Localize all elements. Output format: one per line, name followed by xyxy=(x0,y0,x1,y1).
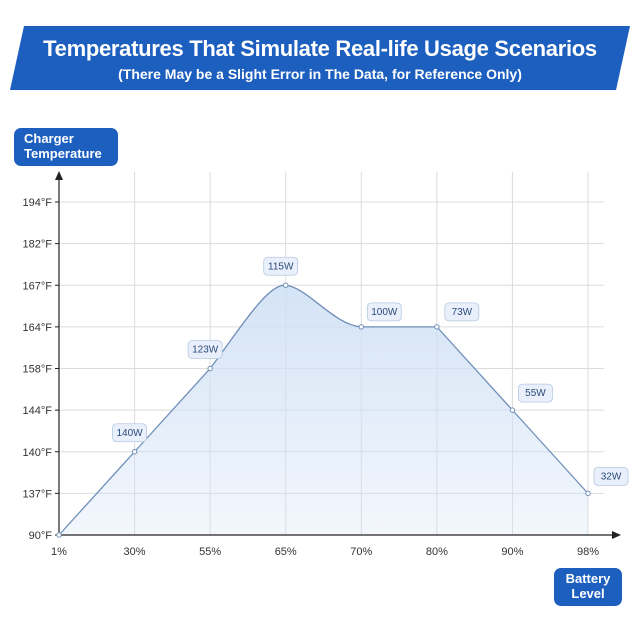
x-tick-label: 55% xyxy=(199,546,221,558)
title-banner: Temperatures That Simulate Real-life Usa… xyxy=(10,26,630,90)
data-label: 115W xyxy=(268,261,294,272)
y-tick-label: 158°F xyxy=(23,364,53,376)
x-tick-label: 1% xyxy=(51,546,67,558)
data-point xyxy=(585,490,591,497)
data-point xyxy=(434,324,440,330)
data-label-box xyxy=(593,466,629,486)
y-tick-label: 140°F xyxy=(23,447,53,459)
data-point xyxy=(56,532,62,538)
data-label: 100W xyxy=(371,307,398,318)
data-label: 73W xyxy=(452,307,473,318)
x-tick-label: 80% xyxy=(426,546,448,558)
data-label: 32W xyxy=(601,471,622,482)
y-tick-label: 182°F xyxy=(23,239,53,251)
data-label-box xyxy=(112,423,147,443)
chart-title: Temperatures That Simulate Real-life Usa… xyxy=(43,36,597,61)
x-axis-title: Battery Level xyxy=(554,568,622,606)
banner-shape xyxy=(10,26,630,90)
series-area xyxy=(59,285,588,535)
data-point xyxy=(283,282,289,288)
data-label-box xyxy=(366,302,402,322)
x-tick-label: 65% xyxy=(275,546,297,558)
y-axis-title-line2: Temperature xyxy=(24,146,102,161)
data-label-box xyxy=(444,302,480,322)
y-tick-label: 137°F xyxy=(23,488,53,500)
data-label: 55W xyxy=(525,388,546,399)
x-tick-label: 30% xyxy=(124,546,146,558)
y-tick-label: 194°F xyxy=(23,197,53,209)
data-label-box xyxy=(263,256,299,276)
x-axis-arrow xyxy=(612,531,621,539)
y-tick-label: 167°F xyxy=(23,280,53,292)
data-point xyxy=(207,365,213,372)
data-point xyxy=(509,407,516,413)
x-tick-label: 70% xyxy=(350,546,372,558)
y-tick-label: 164°F xyxy=(23,322,53,334)
x-tick-label: 90% xyxy=(501,546,523,558)
y-axis-title-line1: Charger xyxy=(24,131,74,146)
data-label-box xyxy=(187,340,223,359)
x-axis-title-line2: Level xyxy=(571,586,605,601)
data-point xyxy=(358,324,364,330)
data-label: 123W xyxy=(192,345,219,356)
data-point xyxy=(131,449,138,455)
y-axis-title: Charger Temperature xyxy=(14,128,118,166)
chart-subtitle: (There May be a Slight Error in The Data… xyxy=(118,66,522,82)
y-axis-arrow xyxy=(55,171,63,180)
y-tick-label: 90°F xyxy=(29,530,53,542)
y-tick-label: 144°F xyxy=(23,405,53,417)
data-label-box xyxy=(518,383,553,403)
x-axis-title-line1: Battery xyxy=(565,571,611,586)
x-tick-label: 98% xyxy=(577,546,599,558)
data-label: 140W xyxy=(117,428,144,439)
